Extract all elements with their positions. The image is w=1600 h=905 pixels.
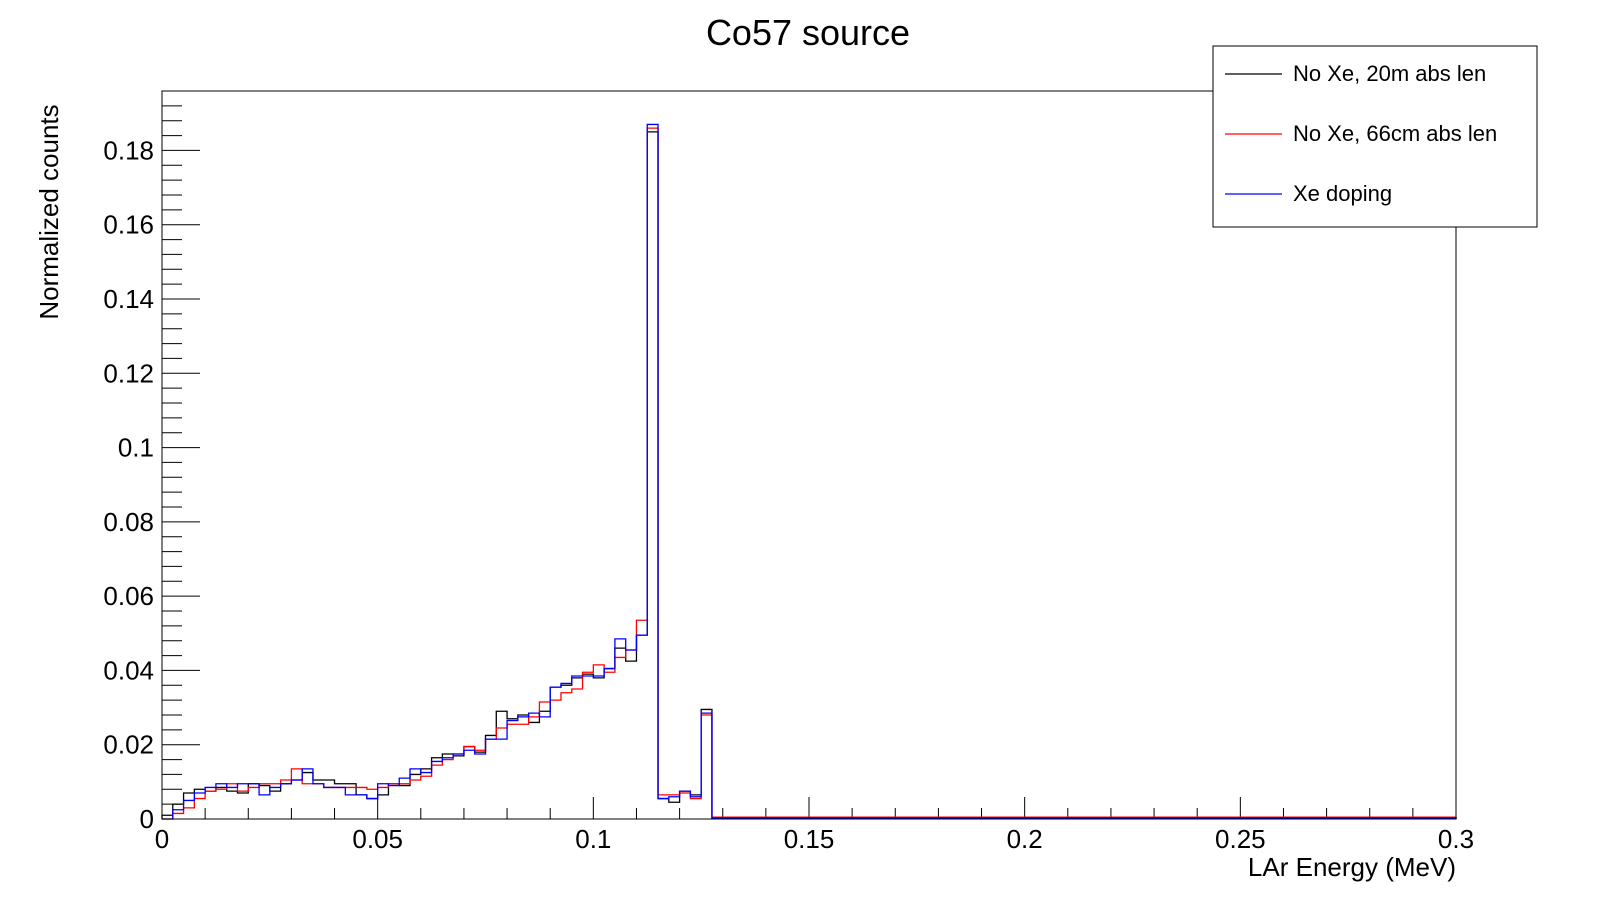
y-tick-label: 0.1 [118, 433, 154, 463]
series-line-0 [161, 131, 1457, 819]
legend-label: No Xe, 20m abs len [1293, 61, 1486, 86]
x-tick-label: 0.15 [784, 824, 835, 854]
y-axis-label: Normalized counts [34, 104, 64, 319]
y-tick-label: 0.08 [103, 507, 154, 537]
series-line-1 [162, 127, 1457, 820]
x-tick-label: 0 [155, 824, 169, 854]
x-tick-label: 0.3 [1438, 824, 1474, 854]
legend-box [1212, 45, 1538, 228]
y-tick-label: 0.16 [103, 210, 154, 240]
x-tick-label: 0.2 [1007, 824, 1043, 854]
y-tick-label: 0.06 [103, 581, 154, 611]
y-tick-label: 0.18 [103, 135, 154, 165]
legend-label: Xe doping [1293, 181, 1392, 206]
series-line-2 [162, 123, 1457, 820]
y-tick-label: 0 [140, 804, 154, 834]
x-axis-label: LAr Energy (MeV) [1248, 852, 1456, 882]
x-tick-label: 0.25 [1215, 824, 1266, 854]
legend-label: No Xe, 66cm abs len [1293, 121, 1497, 146]
y-tick-label: 0.02 [103, 730, 154, 760]
y-tick-label: 0.14 [103, 284, 154, 314]
plot-frame [161, 90, 1457, 820]
axis-ticks: 0 0.02 0.04 0.06 0.08 0.1 0.12 0.14 0.16 0.18 0 0.0… [103, 90, 1474, 854]
x-tick-label: 0.05 [352, 824, 403, 854]
series-lines [161, 123, 1457, 820]
chart-title: Co57 source [706, 12, 910, 53]
legend: No Xe, 20m abs len No Xe, 66cm abs len Xe … [1212, 45, 1538, 228]
x-tick-label: 0.1 [575, 824, 611, 854]
y-tick-label: 0.04 [103, 655, 154, 685]
y-tick-label: 0.12 [103, 358, 154, 388]
